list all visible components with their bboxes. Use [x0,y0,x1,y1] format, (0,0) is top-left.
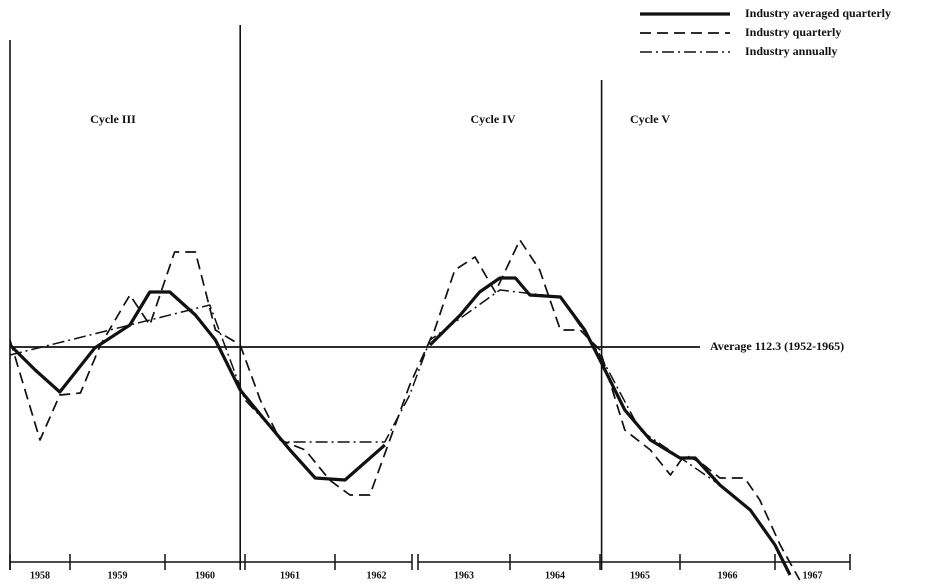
x-tick-label: 1965 [630,570,650,581]
x-tick-label: 1961 [280,570,300,581]
x-tick-label: 1959 [108,570,128,581]
legend-label: Industry quarterly [745,25,841,39]
legend-label: Industry annually [745,44,837,58]
x-tick-label: 1960 [195,570,215,581]
x-tick-label: 1966 [718,570,738,581]
cycle-label: Cycle III [90,112,136,126]
series-line [9,239,801,581]
x-tick-label: 1958 [30,570,50,581]
x-tick-label: 1962 [367,570,387,581]
series-line [8,276,792,576]
cycle-label: Cycle IV [471,112,516,126]
average-label: Average 112.3 (1952-1965) [710,339,844,353]
legend-label: Industry averaged quarterly [745,6,891,20]
x-tick-label: 1967 [803,570,823,581]
cycle-label: Cycle V [630,112,670,126]
x-tick-label: 1964 [545,570,565,581]
x-tick-label: 1963 [454,570,474,581]
series-line [9,289,721,486]
